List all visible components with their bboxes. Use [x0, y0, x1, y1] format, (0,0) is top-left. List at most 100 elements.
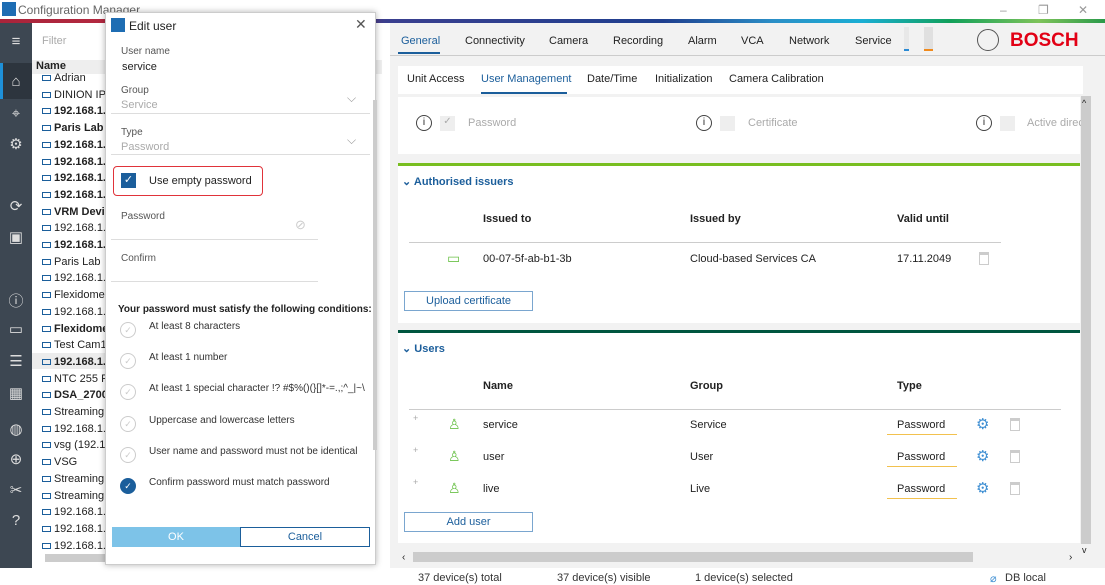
tree-item[interactable]: 192.168.1. [42, 272, 106, 284]
tree-item[interactable]: 192.168.1. [42, 306, 106, 318]
tree-item[interactable]: 192.168.1. [42, 105, 106, 117]
info-icon[interactable]: i [976, 115, 992, 131]
tree-item[interactable]: 192.168.1. [42, 222, 106, 234]
delete-user-icon[interactable] [1010, 418, 1020, 431]
tree-item[interactable]: Streaming [42, 490, 104, 502]
expand-icon[interactable]: + [413, 413, 419, 423]
tree-item[interactable]: 192.168.1. [42, 139, 106, 151]
expand-icon[interactable]: + [413, 477, 419, 487]
edit-user-gear-icon[interactable]: ⚙ [976, 480, 990, 497]
eye-slash-icon[interactable]: ⊘ [295, 217, 306, 232]
tree-item[interactable]: vsg (192.16 [42, 439, 111, 451]
tree-item[interactable]: DINION IP [42, 89, 106, 101]
camera-icon[interactable]: ⌖ [11, 105, 21, 122]
delete-user-icon[interactable] [1010, 482, 1020, 495]
tree-item[interactable]: 192.168.1. [42, 156, 106, 168]
horizontal-scrollbar[interactable] [413, 552, 973, 562]
video-icon[interactable]: ▭ [8, 321, 24, 338]
network-globe-icon[interactable]: ◍ [9, 421, 23, 438]
subtab-unit-access[interactable]: Unit Access [407, 73, 465, 85]
tree-item[interactable]: 192.168.1. [42, 189, 106, 201]
tree-item[interactable]: Adrian [42, 72, 86, 84]
filter-input[interactable]: Filter [42, 35, 67, 47]
upload-certificate-button[interactable]: Upload certificate [404, 291, 533, 311]
password-input[interactable] [111, 239, 318, 240]
user-type-field[interactable]: Password [887, 479, 957, 499]
refresh-icon[interactable]: ⟳ [9, 198, 23, 215]
tab-service[interactable]: Service [855, 35, 892, 47]
tab-recording[interactable]: Recording [613, 35, 664, 47]
vertical-scrollbar[interactable] [1081, 96, 1091, 544]
database-icon[interactable]: ☰ [9, 353, 23, 370]
tab-camera[interactable]: Camera [549, 35, 589, 47]
tree-item[interactable]: Paris Lab [42, 256, 100, 268]
tree-item[interactable]: Streaming [42, 473, 104, 485]
empty-password-label[interactable]: Use empty password [149, 175, 252, 187]
edit-user-gear-icon[interactable]: ⚙ [976, 416, 990, 433]
confirm-input[interactable] [111, 281, 318, 282]
users-toggle[interactable]: ⌄ Users [402, 343, 445, 355]
type-select[interactable]: Password [121, 141, 170, 153]
tree-item[interactable]: 192.168.1. [42, 540, 106, 552]
delete-user-icon[interactable] [1010, 450, 1020, 463]
edit-user-gear-icon[interactable]: ⚙ [976, 448, 990, 465]
subtab-initialization[interactable]: Initialization [655, 73, 713, 85]
chevron-down-icon[interactable]: ⌵ [347, 133, 357, 147]
devices-icon[interactable]: ⌂ [11, 73, 21, 90]
menu-icon[interactable]: ≡ [11, 33, 21, 50]
tree-item[interactable]: 192.168.1. [42, 172, 106, 184]
expand-icon[interactable]: + [413, 445, 419, 455]
tab-alarm[interactable]: Alarm [688, 35, 717, 47]
subtab-date-time[interactable]: Date/Time [587, 73, 638, 85]
close-icon[interactable]: ✕ [355, 16, 367, 32]
chevron-down-icon[interactable]: ⌵ [347, 91, 357, 105]
info-icon[interactable]: ⓘ [8, 293, 24, 310]
subtab-camera-calibration[interactable]: Camera Calibration [729, 73, 824, 85]
globe-icon[interactable]: ⊕ [9, 451, 23, 468]
user-type-field[interactable]: Password [887, 415, 957, 435]
dialog-scrollbar[interactable] [373, 100, 377, 450]
tree-item[interactable]: VRM Devic [42, 206, 111, 218]
tools-icon[interactable]: ✂ [9, 482, 23, 499]
tree-item[interactable]: 192.168.1. [42, 239, 106, 251]
tab-vca[interactable]: VCA [741, 35, 764, 47]
gear-icon[interactable]: ⚙ [9, 136, 23, 153]
tree-item[interactable]: Flexidome [42, 323, 108, 335]
tree-item[interactable]: Paris Lab [42, 122, 104, 134]
tree-item[interactable]: 192.168.1. [42, 506, 106, 518]
close-window-button[interactable]: ✕ [1078, 3, 1089, 17]
group-select[interactable]: Service [121, 99, 158, 111]
tree-item[interactable]: Streaming [42, 406, 104, 418]
issuers-toggle[interactable]: ⌄ Authorised issuers [402, 176, 514, 188]
user-type-field[interactable]: Password [887, 447, 957, 467]
tab-general[interactable]: General [401, 35, 441, 47]
tab-network[interactable]: Network [789, 35, 830, 47]
certificate-checkbox[interactable] [720, 116, 735, 131]
restore-button[interactable]: ❐ [1038, 3, 1049, 17]
info-icon[interactable]: i [416, 115, 432, 131]
tree-item[interactable]: Flexidome [42, 289, 105, 301]
minimize-button[interactable]: – [1000, 3, 1007, 17]
scroll-left-icon[interactable]: ‹ [402, 552, 406, 563]
save-icon[interactable]: ▣ [8, 229, 24, 246]
tree-item[interactable]: DSA_2700 [42, 389, 108, 401]
tree-item[interactable]: Test Cam1 [42, 339, 107, 351]
tree-item[interactable]: 192.168.1. [42, 523, 106, 535]
cancel-button[interactable]: Cancel [240, 527, 370, 547]
scroll-right-icon[interactable]: › [1069, 552, 1073, 563]
scroll-down-icon[interactable]: v [1082, 545, 1087, 555]
scroll-up-icon[interactable]: ^ [1082, 98, 1087, 108]
grid-icon[interactable]: ▦ [8, 385, 24, 402]
tree-item[interactable]: NTC 255 P [42, 373, 108, 385]
add-user-button[interactable]: Add user [404, 512, 533, 532]
password-checkbox[interactable]: ✓ [440, 116, 455, 131]
tree-item[interactable]: 192.168.1.: [42, 356, 110, 368]
help-icon[interactable]: ? [11, 512, 21, 529]
tab-connectivity[interactable]: Connectivity [465, 35, 525, 47]
info-icon[interactable]: i [696, 115, 712, 131]
empty-password-checkbox[interactable]: ✓ [121, 173, 136, 188]
subtab-user-management[interactable]: User Management [481, 73, 572, 85]
tree-item[interactable]: 192.168.1. [42, 423, 106, 435]
delete-certificate-icon[interactable] [979, 252, 989, 265]
tree-item[interactable]: VSG [42, 456, 77, 468]
